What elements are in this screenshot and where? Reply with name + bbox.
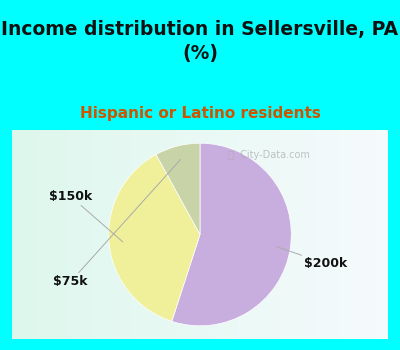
Text: Hispanic or Latino residents: Hispanic or Latino residents — [80, 106, 320, 121]
Text: Income distribution in Sellersville, PA
(%): Income distribution in Sellersville, PA … — [2, 20, 398, 63]
Text: ⓘ  City-Data.com: ⓘ City-Data.com — [228, 150, 310, 160]
Text: $150k: $150k — [49, 190, 123, 242]
Wedge shape — [109, 154, 200, 321]
Text: $75k: $75k — [53, 159, 181, 288]
Wedge shape — [156, 143, 200, 234]
Wedge shape — [172, 143, 291, 326]
Text: $200k: $200k — [277, 247, 348, 270]
